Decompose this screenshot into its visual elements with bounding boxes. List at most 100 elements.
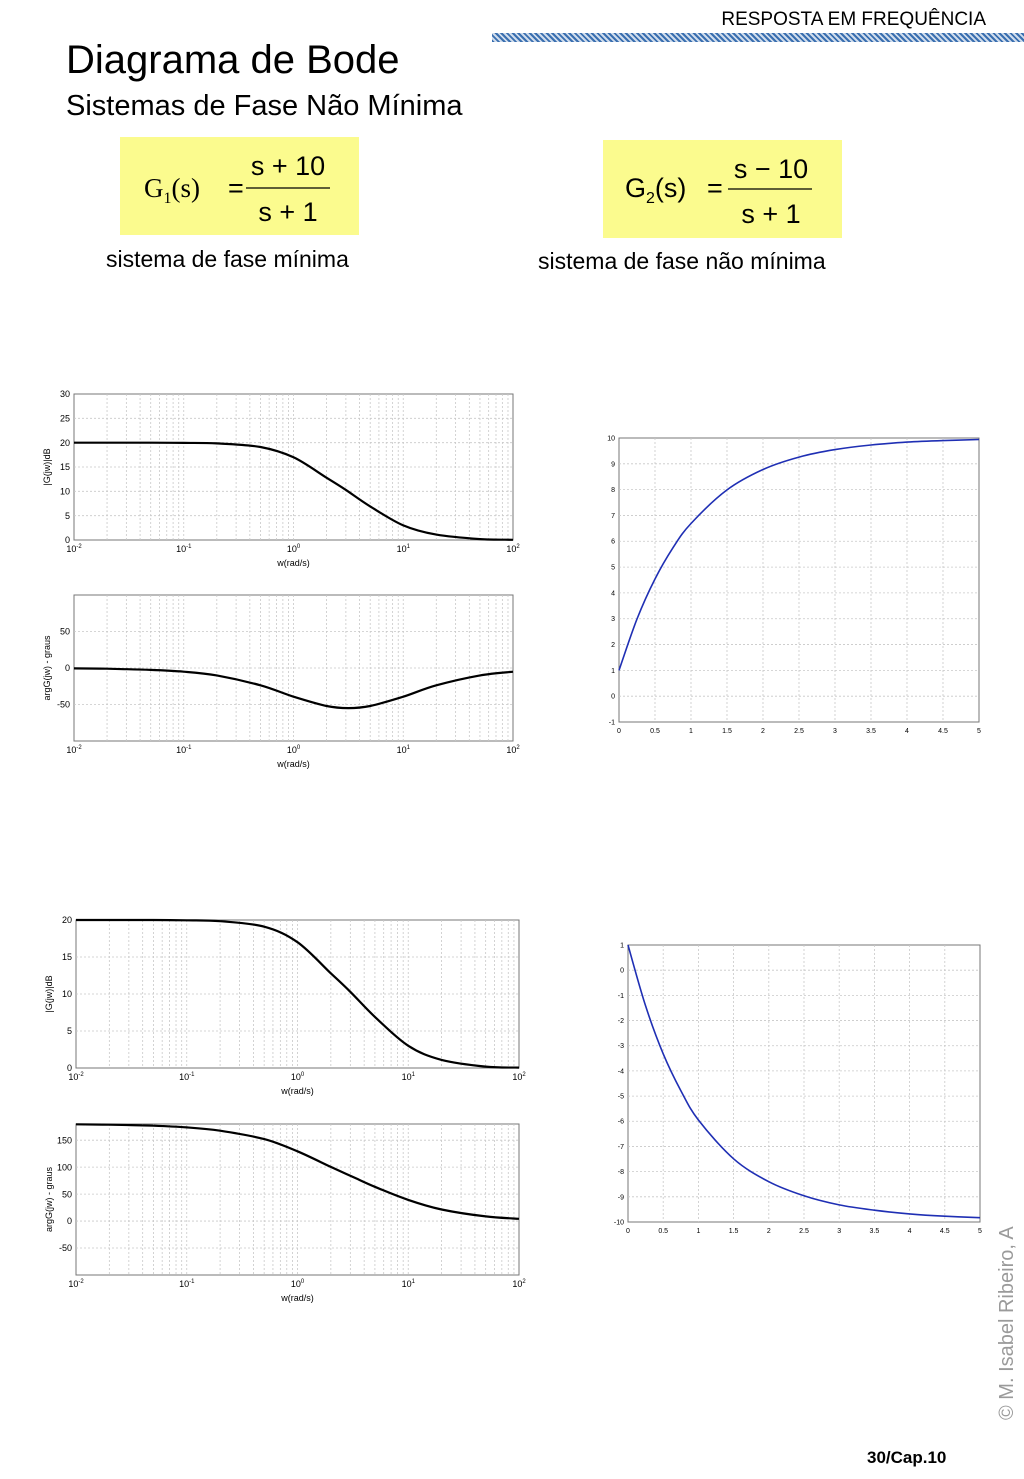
y-axis-label: |G(jw)|dB: [42, 448, 52, 485]
formula-box-g2: G2(s) = s − 10 s + 1: [603, 140, 842, 238]
x-tick-label: 2: [767, 1228, 771, 1235]
x-tick-label: 100: [287, 745, 301, 755]
y-tick-label: 0: [65, 535, 70, 545]
y-axis-label: argG(jw) - graus: [44, 1166, 54, 1232]
x-tick-label: 101: [402, 1279, 416, 1289]
x-tick-label: 1: [689, 728, 693, 735]
formula-g1: G1(s) = s + 10 s + 1: [144, 151, 330, 227]
formula-g2-denominator: s + 1: [741, 199, 800, 229]
y-tick-label: 2: [611, 642, 615, 649]
y-tick-label: -1: [618, 993, 624, 1000]
y-axis-label: argG(jw) - graus: [42, 635, 52, 701]
x-tick-label: 10-1: [176, 745, 192, 755]
formula-g1-numerator: s + 10: [251, 151, 325, 181]
page-number: 30/Cap.10: [867, 1448, 947, 1467]
y-tick-label: 5: [67, 1026, 72, 1036]
y-tick-label: 20: [60, 438, 70, 448]
x-tick-label: 3.5: [870, 1228, 880, 1235]
y-tick-label: 25: [60, 413, 70, 423]
x-tick-label: 101: [397, 544, 411, 554]
x-tick-label: 10-2: [68, 1279, 84, 1289]
formula-g1-denominator: s + 1: [258, 197, 317, 227]
x-tick-label: 102: [506, 745, 520, 755]
x-tick-label: 10-1: [176, 544, 192, 554]
y-tick-label: 6: [611, 539, 615, 546]
caption-minimum-phase: sistema de fase mínima: [106, 246, 349, 272]
formula-g2-equals: =: [707, 173, 723, 203]
x-tick-label: 4: [905, 728, 909, 735]
y-tick-label: 0: [67, 1063, 72, 1073]
x-axis-label: w(rad/s): [280, 1293, 314, 1303]
x-tick-label: 10-1: [179, 1279, 195, 1289]
y-tick-label: -5: [618, 1094, 624, 1101]
y-tick-label: 10: [62, 989, 72, 999]
caption-non-minimum-phase: sistema de fase não mínima: [538, 248, 826, 274]
y-tick-label: -4: [618, 1068, 624, 1075]
y-tick-label: 1: [620, 942, 624, 949]
y-tick-label: 5: [65, 511, 70, 521]
y-tick-label: -10: [614, 1219, 624, 1226]
x-tick-label: 3: [833, 728, 837, 735]
y-tick-label: -6: [618, 1119, 624, 1126]
y-tick-label: 50: [62, 1189, 72, 1199]
y-tick-label: 15: [62, 952, 72, 962]
y-tick-label: 3: [611, 616, 615, 623]
y-axis-label: |G(jw)|dB: [44, 975, 54, 1012]
y-tick-label: 10: [607, 435, 615, 442]
x-tick-label: 100: [291, 1279, 305, 1289]
y-tick-label: 100: [57, 1162, 72, 1172]
x-tick-label: 102: [506, 544, 520, 554]
x-axis-label: w(rad/s): [276, 558, 310, 568]
x-tick-label: 100: [291, 1072, 305, 1082]
x-axis-label: w(rad/s): [276, 759, 310, 769]
y-tick-label: -7: [618, 1144, 624, 1151]
x-tick-label: 2.5: [794, 728, 804, 735]
x-tick-label: 10-1: [179, 1072, 195, 1082]
x-tick-label: 102: [512, 1279, 526, 1289]
y-tick-label: -1: [609, 719, 615, 726]
x-axis-label: w(rad/s): [280, 1086, 314, 1096]
x-tick-label: 3: [837, 1228, 841, 1235]
y-tick-label: 10: [60, 486, 70, 496]
y-tick-label: 4: [611, 590, 615, 597]
series-line: [73, 667, 514, 710]
y-tick-label: -9: [618, 1194, 624, 1201]
plot-frame: [627, 944, 981, 1223]
x-tick-label: 101: [397, 745, 411, 755]
y-tick-label: 9: [611, 461, 615, 468]
formula-g2-numerator: s − 10: [734, 154, 808, 184]
y-tick-label: 5: [611, 565, 615, 572]
y-tick-label: 50: [60, 627, 70, 637]
page-title: Diagrama de Bode: [66, 38, 400, 82]
y-tick-label: 20: [62, 915, 72, 925]
x-tick-label: 10-2: [68, 1072, 84, 1082]
x-tick-label: 2: [761, 728, 765, 735]
section-label: RESPOSTA EM FREQUÊNCIA: [721, 9, 986, 30]
x-tick-label: 0.5: [658, 1228, 668, 1235]
x-tick-label: 100: [287, 544, 301, 554]
y-tick-label: -2: [618, 1018, 624, 1025]
x-tick-label: 101: [402, 1072, 416, 1082]
y-tick-label: -50: [59, 1243, 72, 1253]
x-tick-label: 1: [696, 1228, 700, 1235]
series-line: [75, 918, 520, 1069]
formula-g1-lhs: G1(s): [144, 173, 200, 207]
x-tick-label: 1.5: [722, 728, 732, 735]
x-tick-label: 2.5: [799, 1228, 809, 1235]
y-tick-label: -8: [618, 1169, 624, 1176]
series-line: [74, 441, 514, 541]
y-tick-label: 150: [57, 1135, 72, 1145]
formula-g1-equals: =: [228, 173, 244, 203]
x-tick-label: 10-2: [66, 544, 82, 554]
y-tick-label: 7: [611, 513, 615, 520]
x-tick-label: 5: [978, 1228, 982, 1235]
formula-g2-lhs: G2(s): [625, 173, 686, 207]
y-tick-label: 15: [60, 462, 70, 472]
x-tick-label: 1.5: [729, 1228, 739, 1235]
x-tick-label: 10-2: [66, 745, 82, 755]
